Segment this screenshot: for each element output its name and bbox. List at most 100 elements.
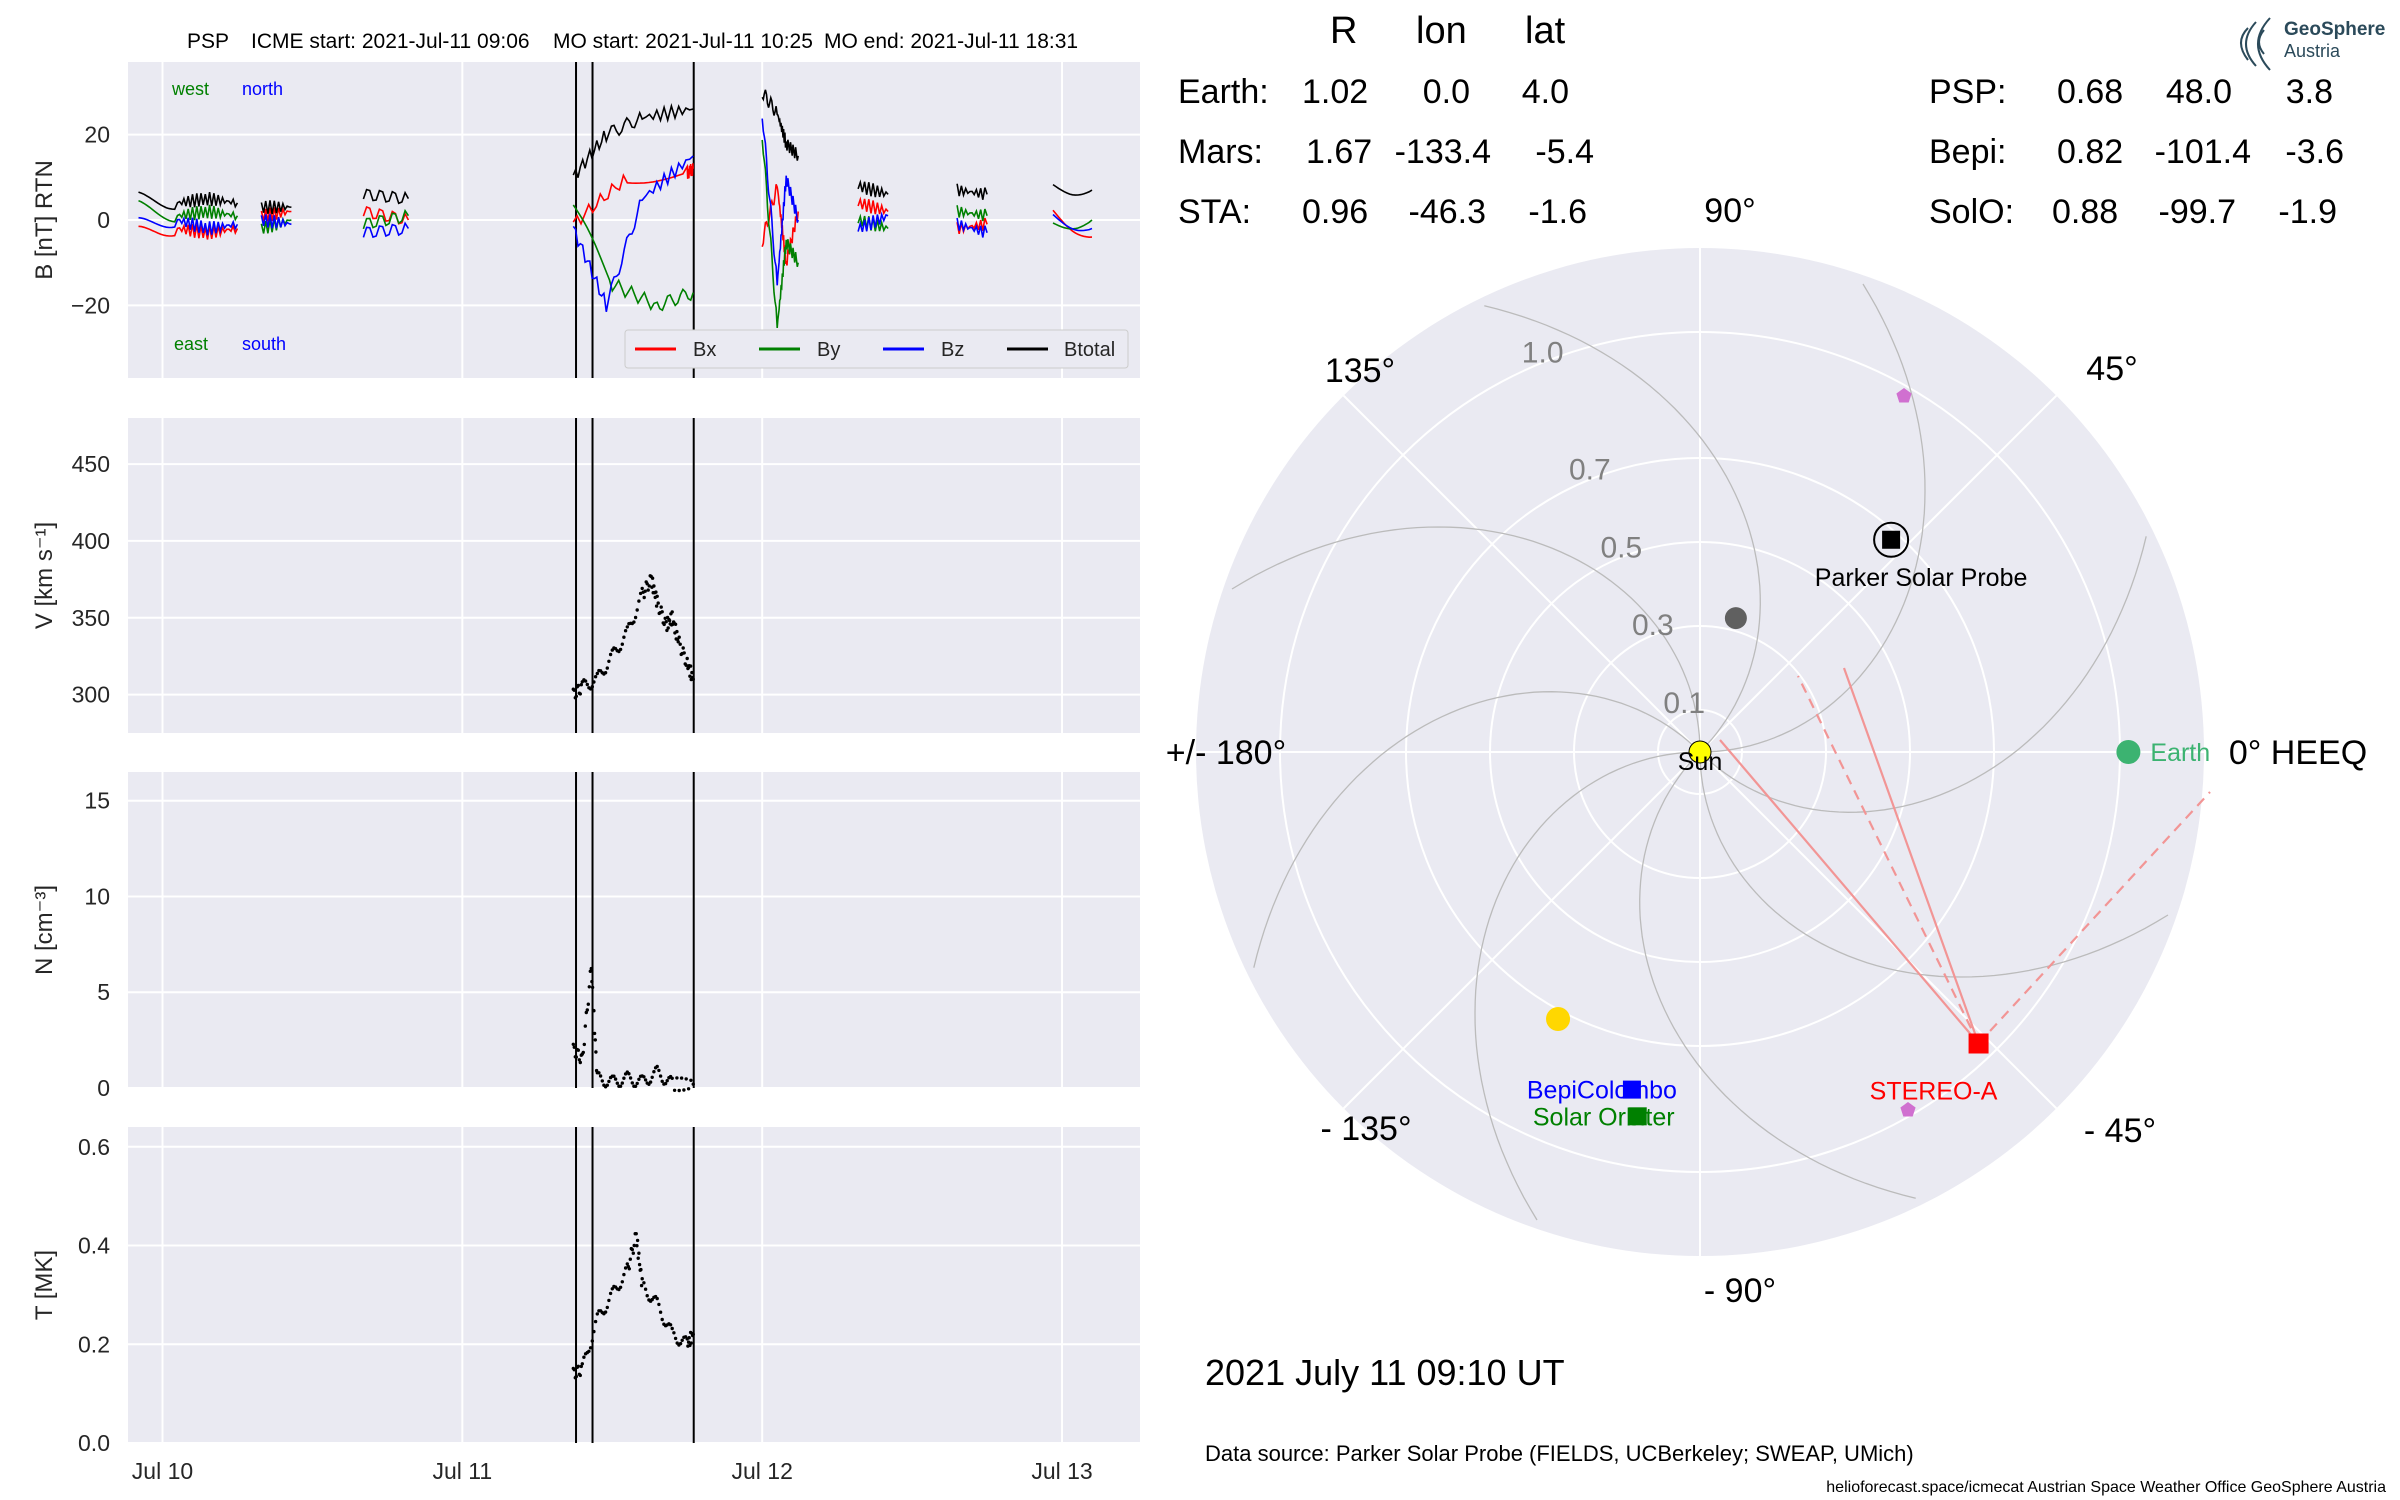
- point-n-55: [642, 1075, 646, 1079]
- point-v-32: [618, 647, 623, 652]
- point-n-23: [592, 1031, 597, 1036]
- series-btotal-segment-3: [572, 103, 694, 178]
- earth-marker: [2116, 740, 2141, 764]
- xtick-label: Jul 13: [1031, 1458, 1092, 1484]
- point-n-76: [679, 1076, 684, 1080]
- sun-marker: [1688, 740, 1712, 764]
- series-by-segment-6: [956, 205, 988, 222]
- point-t-15: [590, 1339, 594, 1343]
- ylabel-n: N [cm⁻³]: [31, 885, 58, 975]
- point-n-28: [597, 1071, 601, 1075]
- point-n-10: [581, 1050, 585, 1055]
- bepi-lat: -3.6: [2285, 133, 2344, 171]
- point-n-22: [592, 1009, 596, 1013]
- series-by-segment-0: [138, 199, 239, 223]
- ytick-label: 0.4: [78, 1233, 110, 1259]
- point-t-17: [593, 1319, 598, 1324]
- point-v-23: [603, 671, 608, 675]
- angle-label-a90: 90°: [1704, 192, 1755, 230]
- mercury-marker: [1724, 607, 1747, 630]
- point-n-61: [652, 1070, 656, 1074]
- radial-label: 0.3: [1632, 609, 1674, 642]
- sta-lon: -46.3: [1409, 193, 1487, 231]
- point-n-29: [598, 1074, 603, 1078]
- series-btotal-segment-0: [138, 191, 239, 211]
- point-t-74: [673, 1336, 678, 1341]
- point-v-103: [688, 674, 692, 678]
- point-t-10: [582, 1355, 586, 1359]
- panel-b: 20 0 −20 B [nT] RTN: [31, 62, 1140, 378]
- point-v-106: [690, 670, 694, 675]
- point-t-36: [625, 1262, 629, 1266]
- mars-lat: -5.4: [1535, 133, 1594, 171]
- point-v-35: [623, 629, 628, 633]
- point-t-77: [678, 1341, 683, 1346]
- series-by-segment-2: [362, 208, 410, 230]
- point-n-20: [590, 985, 595, 990]
- point-n-50: [633, 1084, 638, 1089]
- solo-label: SolO:: [1929, 193, 2014, 231]
- psp-lat: 3.8: [2286, 73, 2333, 111]
- point-v-1: [572, 688, 576, 692]
- parker-spiral-2: [1231, 526, 1701, 744]
- stereo-a-label: STEREO-A: [1870, 1078, 1998, 1106]
- psp-marker: [1882, 530, 1901, 549]
- angle-label-a0: 0° HEEQ: [2229, 734, 2367, 772]
- point-n-15: [586, 1002, 590, 1006]
- point-v-67: [659, 605, 663, 609]
- point-n-19: [590, 979, 594, 984]
- radial-label: 1.0: [1522, 337, 1564, 370]
- ytick-label: 0: [97, 1075, 110, 1101]
- point-t-83: [686, 1340, 691, 1344]
- point-v-12: [585, 682, 589, 687]
- point-n-68: [663, 1081, 668, 1086]
- psp-label: PSP:: [1929, 73, 2006, 111]
- parker-spiral-3: [1253, 691, 1695, 968]
- stereo-a-fov-line: [1719, 739, 1980, 1045]
- sta-lat: -1.6: [1528, 193, 1587, 231]
- point-t-35: [623, 1266, 628, 1270]
- point-v-7: [578, 692, 582, 696]
- point-t-1: [572, 1368, 576, 1372]
- point-v-108: [691, 677, 695, 681]
- point-t-90: [691, 1332, 695, 1337]
- parker-spiral-0: [1708, 283, 1926, 753]
- point-t-55: [642, 1281, 646, 1285]
- point-t-8: [579, 1364, 583, 1369]
- header-mo-start: MO start: 2021-Jul-11 10:25: [553, 30, 813, 53]
- point-t-64: [657, 1302, 661, 1307]
- point-n-42: [620, 1081, 624, 1085]
- time-series-panels: 20 0 −20 B [nT] RTN 450 400 350 300 V [km s⁻¹] 15…: [31, 62, 1140, 1484]
- point-n-60: [650, 1075, 654, 1080]
- point-t-71: [668, 1323, 673, 1327]
- ytick-label: −20: [71, 292, 110, 318]
- point-n-6: [577, 1058, 581, 1062]
- point-t-43: [632, 1243, 636, 1248]
- solo-label: Solar Orbiter: [1533, 1103, 1675, 1131]
- point-n-66: [660, 1079, 664, 1084]
- pentagon-marker-1: [1900, 1102, 1916, 1117]
- point-v-68: [660, 610, 664, 614]
- point-v-58: [652, 584, 656, 588]
- point-n-64: [657, 1068, 661, 1073]
- point-t-41: [630, 1247, 634, 1252]
- pentagon-marker-0: [1896, 388, 1912, 403]
- point-t-9: [580, 1362, 584, 1366]
- series-btotal-segment-2: [362, 188, 410, 205]
- annotation-north: north: [242, 79, 283, 99]
- col-lon: lon: [1416, 10, 1467, 52]
- point-v-90: [676, 640, 680, 644]
- series-btotal-segment-1: [260, 200, 292, 215]
- point-v-81: [670, 610, 674, 614]
- annotation-south: south: [242, 334, 286, 354]
- sta-label: STA:: [1178, 193, 1251, 231]
- data-source: Data source: Parker Solar Probe (FIELDS,…: [1205, 1441, 1914, 1466]
- angle-label-am90: - 90°: [1704, 1272, 1776, 1310]
- bepi-r: 0.82: [2057, 133, 2123, 171]
- ytick-label: 0.6: [78, 1134, 110, 1160]
- series-btotal-segment-6: [956, 183, 988, 200]
- logo-line2: Austria: [2284, 41, 2341, 61]
- point-t-65: [658, 1310, 663, 1314]
- point-v-15: [590, 685, 594, 689]
- ytick-label: 5: [97, 979, 110, 1005]
